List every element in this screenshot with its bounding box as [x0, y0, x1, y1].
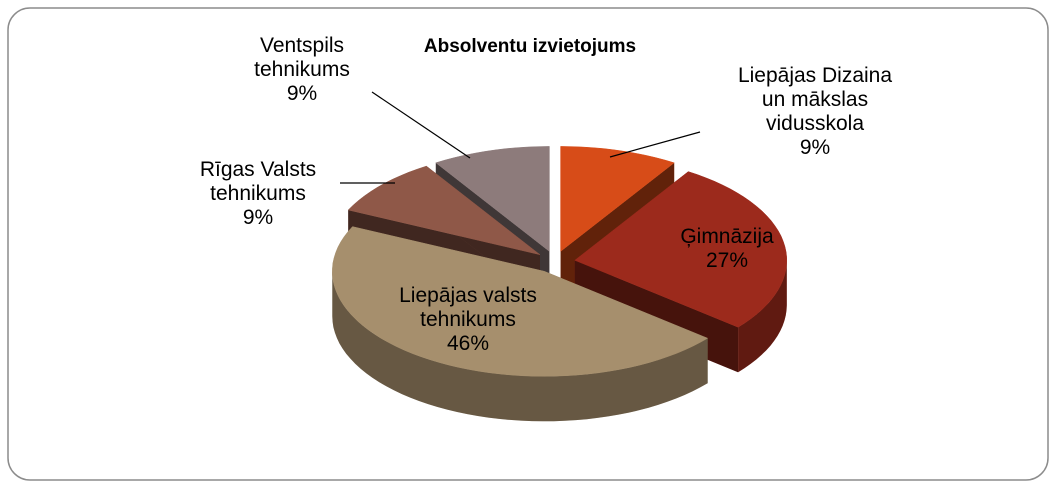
- category-label-line: tehnikums: [254, 58, 350, 81]
- category-label: Ģimnāzija: [680, 225, 774, 248]
- category-label: Ventspils tehnikums: [254, 34, 350, 81]
- leader-line: [371, 91, 471, 159]
- category-label-line: vidusskola: [766, 112, 864, 135]
- slice-side: [738, 260, 787, 373]
- category-label-line: tehnikums: [420, 308, 516, 331]
- slice-shade: [332, 271, 708, 422]
- value-label: 9%: [800, 136, 830, 159]
- slice: [332, 226, 709, 377]
- value-label: 27%: [706, 249, 748, 272]
- slice-side: [332, 271, 708, 422]
- slice: [560, 146, 675, 252]
- leader-line: [609, 131, 701, 158]
- category-label-line: tehnikums: [210, 182, 306, 205]
- slice-shade: [738, 260, 787, 373]
- category-label: Rīgas Valsts tehnikums: [200, 158, 316, 205]
- category-label-line: Ģimnāzija: [680, 225, 774, 248]
- chart-title: Absolventu izvietojums: [424, 36, 636, 57]
- slice: [574, 171, 787, 328]
- category-label-line: Rīgas Valsts: [200, 158, 316, 181]
- category-label-line: un mākslas: [762, 88, 868, 111]
- slice: [435, 146, 550, 252]
- value-label: 46%: [447, 332, 489, 355]
- category-label: Liepājas Dizaina un mākslas vidusskola: [738, 64, 892, 135]
- category-label-line: Liepājas Dizaina: [738, 64, 892, 87]
- value-label: 9%: [287, 82, 317, 105]
- category-label-line: Ventspils: [260, 34, 344, 57]
- slice: [347, 165, 541, 255]
- category-label-line: Liepājas valsts: [399, 284, 537, 307]
- value-label: 9%: [243, 206, 273, 229]
- category-label: Liepājas valsts tehnikums: [399, 284, 537, 331]
